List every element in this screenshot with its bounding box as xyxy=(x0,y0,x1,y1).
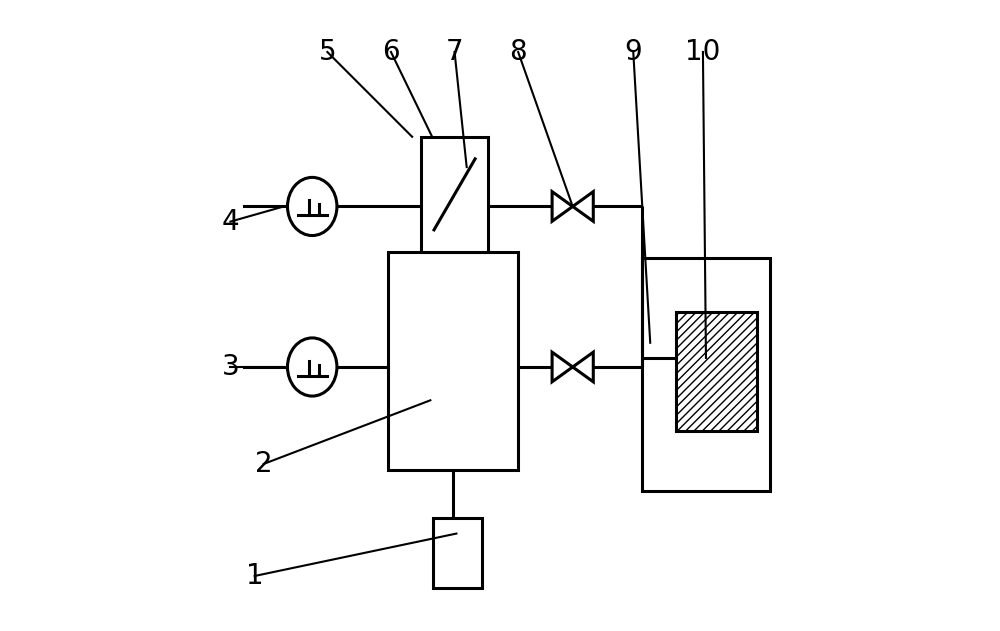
Ellipse shape xyxy=(287,177,337,235)
Bar xyxy=(642,258,770,491)
Text: 6: 6 xyxy=(382,38,400,66)
Text: 2: 2 xyxy=(255,450,273,478)
Text: 5: 5 xyxy=(319,38,336,66)
Text: 9: 9 xyxy=(624,38,642,66)
Text: 4: 4 xyxy=(222,208,239,235)
Bar xyxy=(421,137,488,252)
Text: 10: 10 xyxy=(685,38,721,66)
Polygon shape xyxy=(552,192,573,221)
Text: 7: 7 xyxy=(446,38,463,66)
Ellipse shape xyxy=(287,338,337,396)
Text: 8: 8 xyxy=(509,38,527,66)
Bar xyxy=(433,519,482,588)
Bar xyxy=(388,252,518,470)
Text: 3: 3 xyxy=(222,353,239,381)
Polygon shape xyxy=(573,192,593,221)
Text: 1: 1 xyxy=(246,562,263,590)
Bar xyxy=(676,312,757,430)
Polygon shape xyxy=(552,352,573,382)
Polygon shape xyxy=(573,352,593,382)
